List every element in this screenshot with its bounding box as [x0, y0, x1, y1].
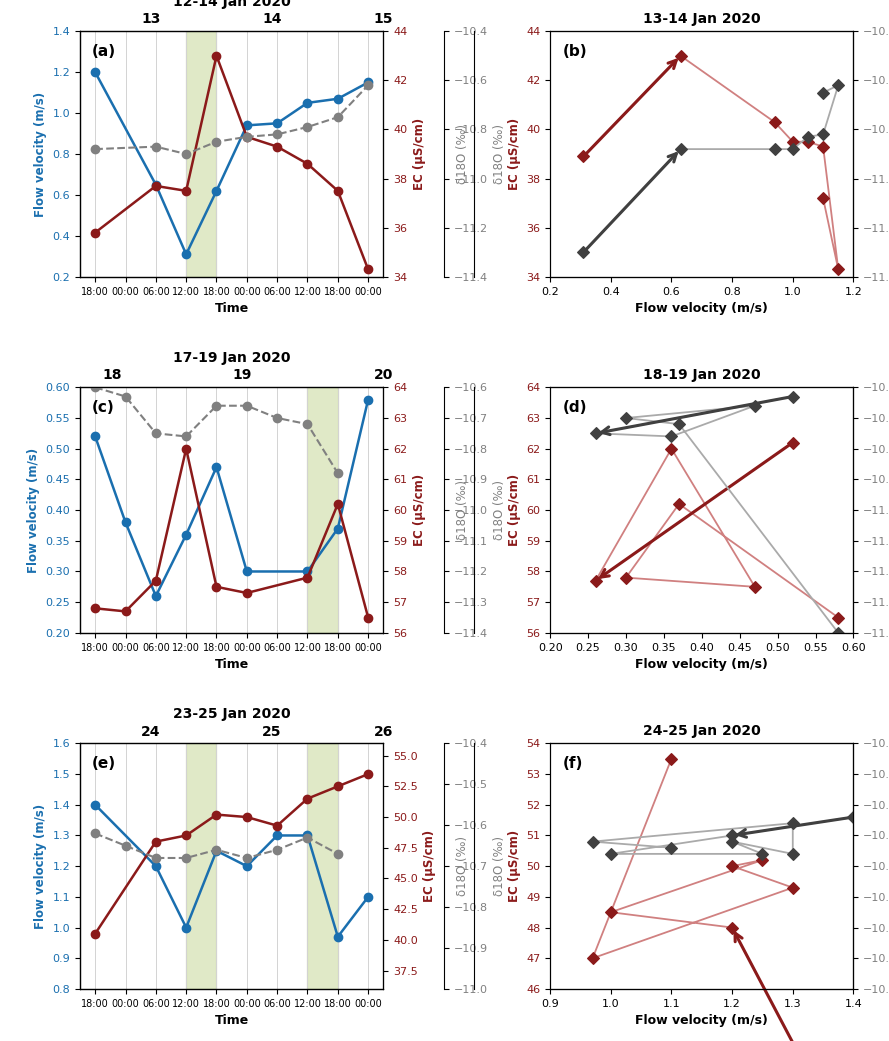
Y-axis label: δ18O (‰): δ18O (‰): [456, 124, 469, 184]
Point: [589, 425, 603, 441]
Point: [672, 496, 686, 512]
Text: (f): (f): [562, 756, 582, 770]
Title: 12-14 Jan 2020: 12-14 Jan 2020: [172, 0, 291, 9]
Point: [767, 113, 781, 130]
Point: [831, 261, 845, 278]
X-axis label: Flow velocity (m/s): Flow velocity (m/s): [636, 658, 768, 671]
Y-axis label: EC (μS/cm): EC (μS/cm): [423, 830, 436, 903]
Title: 18-19 Jan 2020: 18-19 Jan 2020: [643, 367, 761, 382]
Point: [786, 133, 800, 150]
Point: [664, 839, 678, 856]
Point: [748, 398, 762, 414]
Point: [725, 833, 740, 849]
Title: 23-25 Jan 2020: 23-25 Jan 2020: [172, 708, 291, 721]
Point: [664, 751, 678, 767]
Y-axis label: EC (μS/cm): EC (μS/cm): [508, 118, 521, 191]
Y-axis label: EC (μS/cm): EC (μS/cm): [412, 118, 426, 191]
Text: (a): (a): [92, 44, 116, 58]
X-axis label: Time: Time: [214, 302, 249, 315]
Point: [801, 128, 815, 145]
Point: [816, 138, 830, 155]
Point: [619, 569, 633, 586]
Y-axis label: Flow velocity (m/s): Flow velocity (m/s): [27, 448, 40, 573]
Title: 24-25 Jan 2020: 24-25 Jan 2020: [643, 725, 761, 738]
Point: [786, 141, 800, 157]
Text: (b): (b): [562, 44, 587, 58]
Title: 13-14 Jan 2020: 13-14 Jan 2020: [643, 11, 761, 26]
Point: [604, 904, 618, 920]
Title: 17-19 Jan 2020: 17-19 Jan 2020: [173, 351, 291, 365]
Point: [831, 609, 845, 626]
Point: [674, 141, 688, 157]
Point: [816, 84, 830, 101]
Text: (d): (d): [562, 400, 587, 414]
X-axis label: Flow velocity (m/s): Flow velocity (m/s): [636, 1014, 768, 1027]
Point: [816, 189, 830, 206]
Point: [576, 244, 590, 260]
Y-axis label: EC (μS/cm): EC (μS/cm): [412, 474, 426, 547]
Text: (c): (c): [92, 400, 115, 414]
Point: [725, 858, 740, 874]
Point: [664, 440, 678, 457]
Point: [674, 48, 688, 65]
X-axis label: Time: Time: [214, 658, 249, 671]
Point: [576, 148, 590, 164]
Y-axis label: δ18O (‰): δ18O (‰): [493, 836, 507, 896]
Y-axis label: δ18O (‰): δ18O (‰): [456, 480, 469, 540]
Point: [786, 434, 800, 451]
Point: [816, 126, 830, 143]
Point: [619, 410, 633, 427]
Point: [604, 845, 618, 862]
Y-axis label: EC (μS/cm): EC (μS/cm): [508, 830, 521, 903]
Point: [725, 828, 740, 844]
Point: [748, 579, 762, 595]
Point: [786, 845, 800, 862]
Bar: [308, 387, 338, 633]
Y-axis label: δ18O (‰): δ18O (‰): [493, 124, 507, 184]
Point: [586, 833, 600, 849]
Y-axis label: δ18O (‰): δ18O (‰): [456, 836, 469, 896]
Point: [786, 388, 800, 405]
Point: [846, 809, 861, 826]
Y-axis label: δ18O (‰): δ18O (‰): [493, 480, 507, 540]
Point: [801, 133, 815, 150]
Y-axis label: Flow velocity (m/s): Flow velocity (m/s): [34, 92, 47, 217]
Point: [725, 919, 740, 936]
Y-axis label: EC (μS/cm): EC (μS/cm): [508, 474, 521, 547]
Point: [756, 845, 770, 862]
Point: [756, 852, 770, 868]
Text: (e): (e): [92, 756, 116, 770]
Point: [831, 77, 845, 94]
X-axis label: Time: Time: [214, 1014, 249, 1027]
Bar: [308, 743, 338, 989]
Bar: [186, 31, 217, 277]
Bar: [186, 743, 217, 989]
X-axis label: Flow velocity (m/s): Flow velocity (m/s): [636, 302, 768, 315]
Point: [786, 880, 800, 896]
Point: [664, 428, 678, 445]
Point: [586, 950, 600, 967]
Point: [672, 415, 686, 432]
Y-axis label: Flow velocity (m/s): Flow velocity (m/s): [34, 804, 47, 929]
Point: [831, 625, 845, 641]
Point: [786, 815, 800, 832]
Point: [767, 141, 781, 157]
Point: [589, 573, 603, 589]
